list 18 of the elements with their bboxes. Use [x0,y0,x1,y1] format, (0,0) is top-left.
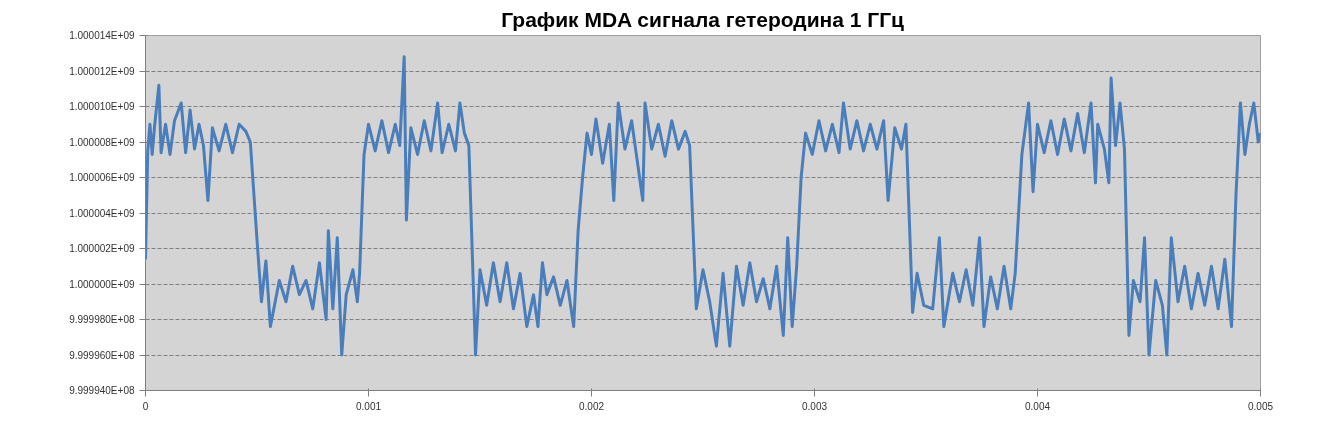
x-tick-label: 0.001 [355,400,382,412]
y-tick-label: 9.999940E+08 [69,385,135,396]
y-tick-label: 9.999980E+08 [69,314,135,325]
chart-title: График MDA сигнала гетеродина 1 ГГц [501,7,905,31]
y-tick-label: 1.000004E+09 [69,207,135,219]
y-tick-label: 1.000010E+09 [69,101,135,112]
x-tick-label: 0.005 [1247,400,1274,412]
y-tick-label: 1.000012E+09 [69,65,135,77]
y-tick-label: 1.000000E+09 [69,278,135,290]
y-tick-label: 1.000002E+09 [69,243,135,254]
x-tick-label: 0 [142,400,149,412]
x-tick-label: 0.004 [1024,400,1051,412]
x-tick-label: 0.002 [578,400,605,412]
y-tick-label: 1.000014E+09 [69,30,135,41]
y-tick-label: 9.999960E+08 [69,349,135,361]
x-tick-label: 0.003 [801,400,828,412]
y-tick-label: 1.000006E+09 [69,172,135,183]
y-tick-label: 1.000008E+09 [69,136,135,148]
